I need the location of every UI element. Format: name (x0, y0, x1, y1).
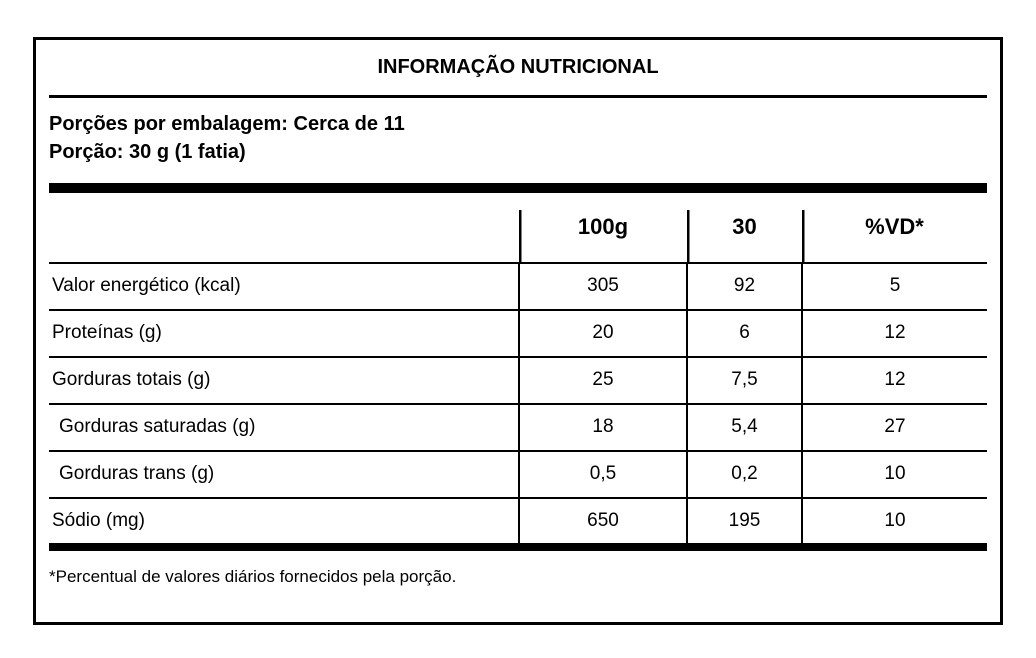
table-row: Proteínas (g) 20 6 12 (49, 309, 987, 358)
footnote: *Percentual de valores diários fornecido… (49, 566, 457, 586)
value-30: 6 (686, 309, 802, 358)
value-30: 7,5 (686, 356, 802, 405)
servings-per-package: Porções por embalagem: Cerca de 11 (49, 112, 405, 135)
nutrition-label: INFORMAÇÃO NUTRICIONAL Porções por embal… (33, 37, 1003, 625)
table-row: Gorduras saturadas (g) 18 5,4 27 (49, 403, 987, 452)
table-row: Sódio (mg) 650 195 10 (49, 497, 987, 543)
value-30: 92 (686, 262, 802, 311)
value-vd: 12 (801, 356, 987, 405)
value-vd: 10 (801, 450, 987, 499)
value-vd: 27 (801, 403, 987, 452)
nutrient-label: Gorduras totais (g) (49, 356, 519, 405)
value-100g: 25 (518, 356, 687, 405)
nutrient-label: Gorduras saturadas (g) (49, 403, 519, 452)
title-divider (49, 95, 987, 98)
nutrition-title: INFORMAÇÃO NUTRICIONAL (377, 56, 659, 78)
table-row: Gorduras trans (g) 0,5 0,2 10 (49, 450, 987, 499)
nutrition-table: 100g 30 %VD* Valor energético (kcal) 305… (49, 192, 987, 543)
value-30: 5,4 (686, 403, 802, 452)
value-30: 195 (686, 497, 802, 543)
nutrient-label: Gorduras trans (g) (49, 450, 519, 499)
column-header-vd: %VD* (802, 192, 987, 264)
table-row: Valor energético (kcal) 305 92 5 (49, 262, 987, 311)
nutrient-label: Valor energético (kcal) (49, 262, 519, 311)
column-header-100g: 100g (519, 192, 687, 264)
value-30: 0,2 (686, 450, 802, 499)
separator-bar-top (49, 182, 987, 193)
value-vd: 10 (801, 497, 987, 543)
column-header-nutrient (49, 192, 519, 264)
table-header-row: 100g 30 %VD* (49, 192, 987, 264)
value-100g: 18 (518, 403, 687, 452)
value-vd: 5 (801, 262, 987, 311)
servings-info: Porções por embalagem: Cerca de 11 Porçã… (49, 98, 987, 183)
column-header-30: 30 (687, 192, 802, 264)
separator-bar-bottom (49, 542, 987, 551)
value-100g: 0,5 (518, 450, 687, 499)
value-100g: 20 (518, 309, 687, 358)
serving-size: Porção: 30 g (1 fatia) (49, 140, 246, 163)
table-row: Gorduras totais (g) 25 7,5 12 (49, 356, 987, 405)
nutrient-label: Proteínas (g) (49, 309, 519, 358)
nutrient-label: Sódio (mg) (52, 509, 145, 531)
value-100g: 650 (518, 497, 687, 543)
value-100g: 305 (518, 262, 687, 311)
value-vd: 12 (801, 309, 987, 358)
